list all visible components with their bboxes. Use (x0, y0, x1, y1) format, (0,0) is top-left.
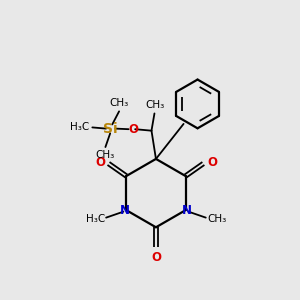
Text: Si: Si (103, 122, 118, 136)
Text: O: O (207, 156, 217, 170)
Text: O: O (129, 123, 139, 136)
Text: N: N (182, 204, 192, 217)
Text: CH₃: CH₃ (96, 150, 115, 160)
Text: CH₃: CH₃ (146, 100, 165, 110)
Text: N: N (120, 204, 130, 217)
Text: H₃C: H₃C (86, 214, 105, 224)
Text: O: O (95, 156, 105, 170)
Text: H₃C: H₃C (70, 122, 89, 132)
Text: CH₃: CH₃ (207, 214, 226, 224)
Text: O: O (151, 251, 161, 264)
Text: CH₃: CH₃ (110, 98, 129, 108)
